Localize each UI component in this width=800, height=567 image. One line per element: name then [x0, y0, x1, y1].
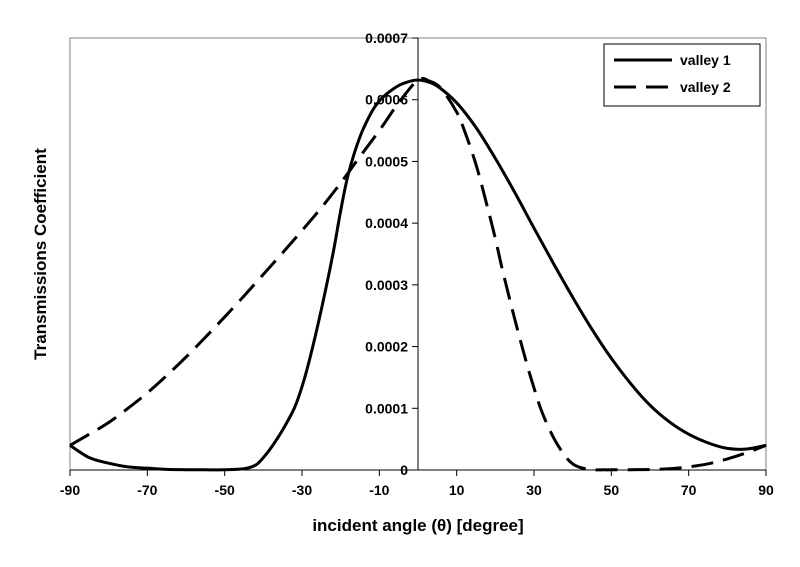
y-tick-label: 0.0001	[365, 400, 408, 416]
x-tick-label: -50	[215, 482, 235, 498]
x-axis-title: incident angle (θ) [degree]	[312, 516, 523, 535]
series-lines	[69, 76, 767, 472]
x-tick-label: -10	[369, 482, 389, 498]
x-tick-label: 90	[758, 482, 774, 498]
y-tick-label: 0	[400, 462, 408, 478]
y-tick-label: 0.0002	[365, 339, 408, 355]
legend-label-valley-2: valley 2	[680, 79, 731, 95]
series-line-valley-1	[69, 78, 767, 472]
legend-box	[603, 43, 761, 107]
x-tick-label: 10	[449, 482, 465, 498]
y-tick-label: 0.0003	[365, 277, 408, 293]
legend-label-valley-1: valley 1	[680, 52, 731, 68]
x-tick-label: 70	[681, 482, 697, 498]
x-tick-label: 50	[604, 482, 620, 498]
x-tick-label: 30	[526, 482, 542, 498]
y-axis-title: Transmissions Coefficient	[31, 148, 50, 360]
y-tick-label: 0.0007	[365, 30, 408, 46]
y-tick-label: 0.0005	[365, 153, 408, 169]
y-axis: 00.00010.00020.00030.00040.00050.00060.0…	[365, 30, 419, 478]
x-axis: -90 -70 -50 -30 -10 10 30 50 70 90	[60, 469, 774, 498]
legend: valley 1 valley 2	[603, 43, 761, 107]
x-tick-label: -30	[292, 482, 312, 498]
x-tick-label: -70	[137, 482, 157, 498]
x-tick-label: -90	[60, 482, 80, 498]
y-tick-label: 0.0004	[365, 215, 408, 231]
